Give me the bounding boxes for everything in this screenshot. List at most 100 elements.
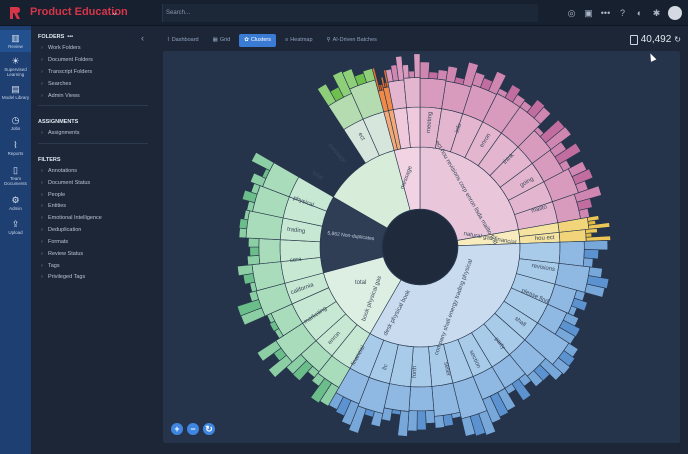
- cluster-segment[interactable]: [238, 218, 249, 230]
- rail-item-upload[interactable]: ⇪ Upload: [0, 219, 31, 235]
- cluster-segment[interactable]: [428, 71, 439, 80]
- filter-emotional-intelligence[interactable]: › Emotional Intelligence: [41, 215, 102, 221]
- filter-privileged-tags[interactable]: › Privileged Tags: [41, 274, 86, 280]
- theme-icon[interactable]: ◐: [636, 7, 643, 18]
- zoom-in-button[interactable]: +: [171, 423, 183, 435]
- rail-item-jobs[interactable]: ◷ Jobs: [0, 115, 31, 131]
- sidebar-item-transcript-folders[interactable]: › Transcript Folders: [41, 69, 93, 75]
- clusters-icon: ✿: [244, 37, 249, 43]
- cluster-segment[interactable]: [583, 249, 599, 260]
- cluster-segment[interactable]: [408, 70, 415, 79]
- cluster-segment[interactable]: [248, 237, 260, 248]
- cluster-segment[interactable]: [558, 240, 585, 267]
- cluster-label: total: [355, 280, 366, 286]
- rail-item-review[interactable]: ▥ Review: [0, 30, 31, 52]
- document-icon: [629, 34, 638, 45]
- cluster-segment[interactable]: [238, 227, 248, 239]
- zoom-controls: + − ↻: [171, 423, 215, 435]
- reset-zoom-button[interactable]: ↻: [203, 423, 215, 435]
- filter-annotations[interactable]: › Annotations: [41, 168, 78, 174]
- filter-tags[interactable]: › Tags: [41, 263, 60, 269]
- search-input[interactable]: Search...: [162, 4, 538, 22]
- divider: [38, 105, 148, 106]
- rail-item-team-documents[interactable]: ▯ Team Documents: [0, 165, 31, 186]
- filter-deduplication[interactable]: › Deduplication: [41, 227, 82, 233]
- target-icon[interactable]: ◎: [567, 7, 576, 18]
- cluster-segment[interactable]: [434, 415, 445, 429]
- filter-formats[interactable]: › Formats: [41, 239, 69, 245]
- cluster-segment[interactable]: [583, 240, 609, 251]
- filter-entities[interactable]: › Entities: [41, 203, 67, 209]
- cluster-segment[interactable]: [437, 69, 448, 81]
- refresh-icon[interactable]: ↻: [674, 35, 681, 44]
- avatar[interactable]: [668, 6, 682, 20]
- cluster-segment[interactable]: [249, 246, 260, 257]
- rail-item-model-library[interactable]: ▤ Model Library: [1, 84, 30, 100]
- cluster-segment[interactable]: [582, 257, 594, 268]
- sidebar-item-searches[interactable]: › Searches: [41, 81, 72, 87]
- cluster-segment[interactable]: [246, 255, 261, 266]
- sidebar-item-document-folders[interactable]: › Document Folders: [41, 57, 93, 63]
- cluster-label: seller: [442, 362, 451, 377]
- zoom-out-button[interactable]: −: [187, 423, 199, 435]
- chevron-right-icon: ›: [41, 45, 43, 51]
- tab-dashboard[interactable]: ⌇ Dashboard: [167, 37, 199, 43]
- cluster-segment[interactable]: [256, 340, 282, 362]
- filter-people[interactable]: › People: [41, 192, 66, 198]
- tab-ai-driven-batches[interactable]: ⚲ AI-Driven Batches: [326, 37, 377, 43]
- cluster-label: ect: [356, 132, 365, 142]
- rail-item-supervised-learning[interactable]: ☀ Supervised Learning: [0, 56, 31, 77]
- dashboard-icon: ⌇: [167, 37, 170, 43]
- tab-clusters[interactable]: ✿ Clusters: [239, 34, 276, 47]
- cluster-segment[interactable]: [242, 273, 256, 285]
- chevron-right-icon: ›: [41, 130, 43, 136]
- view-tabs: ⌇ Dashboard ▦ Grid ✿ Clusters ≡ Heatmap ⚲ AI-…: [162, 34, 382, 47]
- chevron-right-icon: ›: [41, 274, 43, 280]
- sidebar-item-assignments[interactable]: › Assignments: [41, 130, 80, 136]
- filter-review-status[interactable]: › Review Status: [41, 251, 84, 257]
- cluster-segment[interactable]: [533, 106, 552, 125]
- sidebar-item-admin-views[interactable]: › Admin Views: [41, 93, 80, 99]
- cluster-segment[interactable]: [425, 409, 436, 424]
- cluster-segment[interactable]: [258, 238, 282, 265]
- cluster-segment[interactable]: [413, 53, 421, 78]
- sidebar-item-work-folders[interactable]: › Work Folders: [41, 45, 81, 51]
- product-name[interactable]: Product Education: [30, 6, 128, 18]
- sunburst-center[interactable]: [383, 210, 457, 284]
- tab-heatmap[interactable]: ≡ Heatmap: [284, 37, 313, 43]
- cluster-segment[interactable]: [237, 264, 254, 277]
- assignments-heading: ASSIGNMENTS: [38, 119, 79, 125]
- rail-item-admin[interactable]: ⚙ Admin: [0, 195, 31, 211]
- more-icon[interactable]: •••: [600, 7, 611, 18]
- save-icon[interactable]: ▣: [584, 7, 593, 18]
- folders-heading: FOLDERS •••: [38, 34, 74, 40]
- rail-item-reports[interactable]: ⌇ Reports: [0, 140, 31, 156]
- cluster-segment[interactable]: [403, 77, 421, 108]
- document-count-value: 40,492: [640, 34, 672, 45]
- cluster-segment[interactable]: [408, 386, 435, 412]
- cluster-segment[interactable]: [419, 61, 430, 79]
- chevron-right-icon: ›: [41, 69, 43, 75]
- filter-document-status[interactable]: › Document Status: [41, 180, 91, 186]
- chevron-right-icon: ›: [41, 93, 43, 99]
- tab-grid[interactable]: ▦ Grid: [212, 37, 231, 43]
- cluster-segment[interactable]: [442, 413, 454, 427]
- cluster-segment[interactable]: [391, 409, 401, 416]
- chevron-down-icon[interactable]: ⌄: [111, 7, 119, 17]
- app-logo-icon[interactable]: [9, 6, 21, 20]
- cluster-segment[interactable]: [461, 416, 476, 437]
- folders-more-icon[interactable]: •••: [67, 34, 74, 40]
- cluster-segment[interactable]: [402, 64, 410, 79]
- cluster-label: mailto: [531, 204, 549, 215]
- reports-icon: ⌇: [13, 140, 18, 150]
- help-icon[interactable]: ?: [619, 7, 625, 18]
- grid-icon: ▦: [212, 37, 218, 43]
- cluster-segment[interactable]: [416, 410, 427, 431]
- cluster-segment[interactable]: [250, 151, 275, 171]
- cluster-segment[interactable]: [585, 232, 593, 238]
- collapse-sidebar-icon[interactable]: ‹: [141, 33, 144, 43]
- model-library-icon: ▤: [11, 84, 20, 94]
- settings-icon[interactable]: ✱: [652, 7, 661, 18]
- heatmap-icon: ≡: [284, 37, 289, 43]
